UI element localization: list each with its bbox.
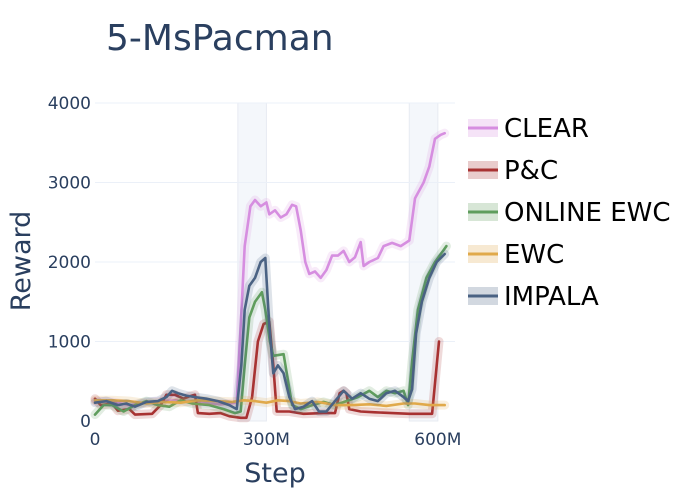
x-tick-label-0: 0 [90,430,101,450]
y-tick-labels: 0 1000 2000 3000 4000 [48,94,91,432]
legend-item-online-ewc: ONLINE EWC [468,198,671,228]
legend-item-clear: CLEAR [468,114,589,144]
series-line-p-c [93,320,441,420]
x-tick-label-2: 600M [414,430,461,450]
legend-item-p-c: P&C [468,156,558,186]
chart-title: 5-MsPacman [106,18,334,59]
y-tick-label-0: 0 [80,412,91,432]
y-tick-label-4: 4000 [48,94,91,114]
x-axis-title: Step [244,458,305,489]
series-line-impala [93,252,446,413]
x-tick-labels: 0 300M 600M [90,430,462,450]
y-tick-label-1: 1000 [48,333,91,353]
y-tick-label-3: 3000 [48,174,91,194]
y-tick-label-2: 2000 [48,253,91,273]
legend-label-impala: IMPALA [504,282,599,312]
legend-label-online-ewc: ONLINE EWC [504,198,671,228]
legend-item-ewc: EWC [468,240,564,270]
x-tick-label-1: 300M [243,430,290,450]
legend-label-clear: CLEAR [504,114,589,144]
gridlines [95,102,455,342]
legend-label-ewc: EWC [504,240,564,270]
legend-item-impala: IMPALA [468,282,599,312]
legend-label-p-c: P&C [504,156,558,186]
y-axis-title: Reward [6,211,37,312]
series-line-clear [93,131,446,407]
series-layer [90,128,451,423]
series-line-ewc [93,399,446,408]
series-line-online-ewc [93,244,448,416]
legend: CLEAR P&C ONLINE EWC EWC IMPALA [468,114,671,312]
